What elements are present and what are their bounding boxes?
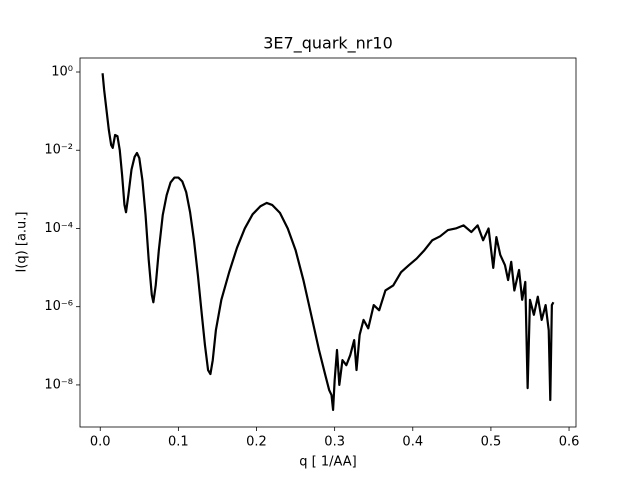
plot-frame [79,57,577,428]
x-axis-label: q [ 1/AA] [299,455,356,470]
x-tick-label: 0.3 [324,435,345,450]
y-axis-label: I(q) [a.u.] [15,212,30,273]
x-tick-label: 0.4 [402,435,423,450]
y-tick-label: 10⁻² [44,143,73,158]
y-tick-label: 10⁻⁴ [44,221,73,236]
x-tick-label: 0.0 [90,435,111,450]
x-tick-label: 0.1 [168,435,189,450]
x-tick-label: 0.6 [559,435,580,450]
y-tick-label: 10⁻⁸ [44,377,73,392]
data-line [101,73,555,411]
chart-title: 3E7_quark_nr10 [263,34,393,54]
y-tick-label: 10⁰ [51,65,73,80]
y-tick-label: 10⁻⁶ [44,299,73,314]
x-tick-label: 0.2 [246,435,267,450]
x-tick-label: 0.5 [481,435,502,450]
